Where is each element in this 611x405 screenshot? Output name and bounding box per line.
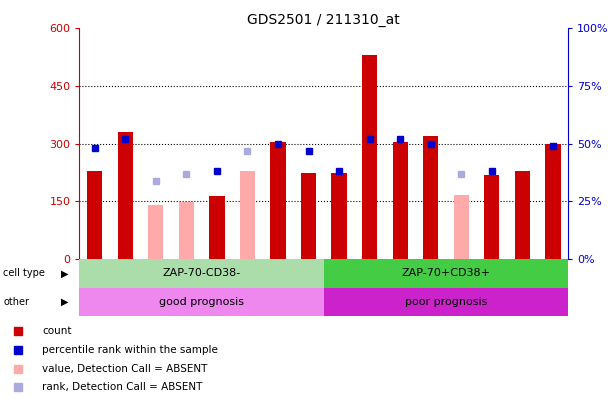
Bar xyxy=(240,171,255,259)
Bar xyxy=(362,55,378,259)
Bar xyxy=(148,205,164,259)
Bar xyxy=(453,198,469,259)
Bar xyxy=(179,202,194,259)
Text: other: other xyxy=(3,297,29,307)
Bar xyxy=(209,196,225,259)
Bar xyxy=(301,173,316,259)
Text: poor prognosis: poor prognosis xyxy=(405,297,487,307)
Text: value, Detection Call = ABSENT: value, Detection Call = ABSENT xyxy=(42,364,208,374)
Bar xyxy=(324,259,568,288)
Bar xyxy=(324,288,568,316)
Bar xyxy=(270,142,285,259)
Bar xyxy=(87,171,103,259)
Bar xyxy=(515,171,530,259)
Bar xyxy=(118,132,133,259)
Bar xyxy=(546,144,561,259)
Text: good prognosis: good prognosis xyxy=(159,297,244,307)
Text: ▶: ▶ xyxy=(61,269,68,278)
Text: ZAP-70-CD38-: ZAP-70-CD38- xyxy=(163,269,241,278)
Text: cell type: cell type xyxy=(3,269,45,278)
Text: percentile rank within the sample: percentile rank within the sample xyxy=(42,345,218,355)
Title: GDS2501 / 211310_at: GDS2501 / 211310_at xyxy=(247,13,400,27)
Bar xyxy=(79,288,324,316)
Bar xyxy=(79,259,324,288)
Text: ▶: ▶ xyxy=(61,297,68,307)
Bar xyxy=(393,142,408,259)
Bar xyxy=(453,194,469,259)
Text: rank, Detection Call = ABSENT: rank, Detection Call = ABSENT xyxy=(42,382,203,392)
Bar xyxy=(423,136,439,259)
Text: ZAP-70+CD38+: ZAP-70+CD38+ xyxy=(401,269,491,278)
Bar xyxy=(484,175,500,259)
Text: count: count xyxy=(42,326,72,336)
Bar xyxy=(332,173,347,259)
